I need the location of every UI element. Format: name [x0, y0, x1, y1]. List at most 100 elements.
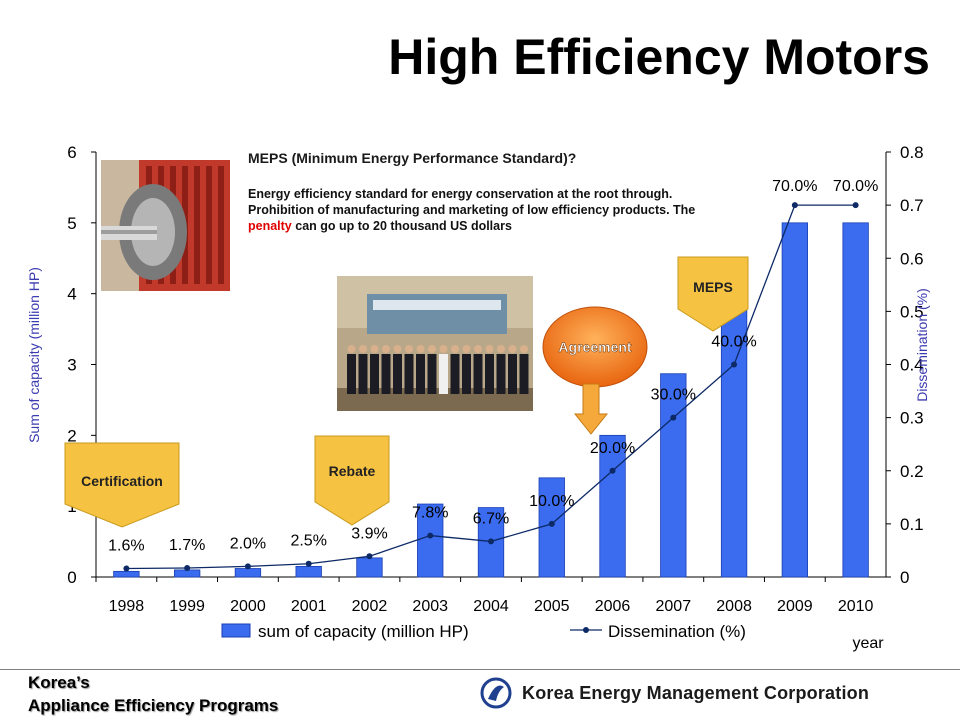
meps-desc-penalty: penalty [248, 219, 292, 233]
capacity-bar [173, 569, 201, 578]
capacity-bar [417, 503, 444, 578]
capacity-bar [720, 306, 748, 578]
person-figure [358, 354, 368, 394]
x-category-label: 2006 [595, 598, 631, 615]
capacity-bar [234, 568, 262, 578]
y2-tick-label: 0.4 [900, 356, 924, 375]
x-category-label: 2002 [352, 598, 388, 615]
person-head [439, 345, 448, 353]
person-figure [347, 354, 356, 394]
organization-logo: Korea Energy Management Corporation [480, 677, 869, 709]
person-head [393, 345, 402, 353]
person-figure [370, 354, 379, 394]
person-figure [496, 354, 506, 394]
person-figure [427, 354, 437, 394]
dissemination-data-label: 6.7% [473, 510, 509, 527]
dissemination-data-label: 1.6% [108, 538, 144, 555]
x-category-label: 1999 [169, 598, 205, 615]
dissemination-point [488, 538, 494, 545]
dissemination-data-label: 7.8% [412, 505, 448, 522]
y-tick-label: 4 [67, 285, 76, 304]
x-category-label: 2007 [656, 598, 692, 615]
dissemination-point [609, 467, 616, 474]
x-category-label: 2003 [412, 598, 448, 615]
y-tick-label: 6 [67, 143, 76, 162]
y-tick-label: 1 [67, 497, 76, 516]
x-axis-title: year [852, 635, 884, 652]
dissemination-data-label: 2.0% [230, 535, 266, 552]
person-head [451, 345, 459, 353]
dissemination-data-label: 1.7% [169, 537, 205, 554]
footer-line-1: Korea’s [28, 673, 90, 692]
person-head [405, 345, 413, 353]
dissemination-point [244, 563, 251, 570]
dissemination-data-label: 3.9% [351, 525, 387, 542]
y2-tick-label: 0.5 [900, 302, 924, 321]
legend-line-marker [583, 627, 589, 633]
x-category-label: 2004 [473, 598, 509, 615]
meps-desc-part2: can go up to 20 thousand US dollars [291, 219, 512, 233]
meps-desc-part1: Energy efficiency standard for energy co… [248, 187, 696, 217]
person-head [347, 345, 356, 353]
footer-program-title: Korea’s Appliance Efficiency Programs [28, 671, 278, 717]
capacity-bar [599, 434, 626, 578]
person-figure [381, 354, 391, 394]
legend-bar-swatch [221, 623, 251, 638]
person-figure [485, 354, 494, 394]
agreement-ceremony-photo [337, 276, 533, 411]
y2-tick-label: 0.2 [900, 462, 924, 481]
x-category-label: 2005 [534, 598, 570, 615]
dissemination-data-label: 10.0% [529, 493, 574, 510]
y2-tick-label: 0.8 [900, 143, 924, 162]
dissemination-data-label: 40.0% [711, 334, 756, 351]
person-figure [393, 354, 402, 394]
person-figure [519, 354, 529, 394]
dissemination-data-label: 2.5% [290, 533, 326, 550]
y2-axis-title: Dissemination (%) [914, 288, 930, 402]
y2-tick-label: 0.3 [900, 409, 924, 428]
dissemination-data-label: 70.0% [772, 178, 817, 195]
y2-tick-label: 0.1 [900, 515, 924, 534]
capacity-bar [295, 565, 322, 578]
y2-tick-label: 0.6 [900, 249, 924, 268]
dissemination-data-label: 70.0% [833, 178, 878, 195]
person-head [497, 345, 505, 353]
person-figure [462, 354, 471, 394]
capacity-bar [356, 557, 383, 578]
x-category-label: 1998 [109, 598, 145, 615]
dissemination-point [305, 560, 312, 567]
y-tick-label: 3 [67, 356, 76, 375]
dissemination-point [427, 532, 434, 539]
dissemination-point [791, 202, 798, 209]
person-head [428, 345, 436, 353]
person-figure [404, 354, 414, 394]
person-head [370, 345, 379, 353]
footer-divider [0, 669, 960, 670]
y2-tick-label: 0.7 [900, 196, 924, 215]
x-category-label: 2008 [716, 598, 752, 615]
motor-photo [101, 160, 230, 291]
y-tick-label: 2 [67, 426, 76, 445]
dissemination-data-label: 30.0% [651, 387, 696, 404]
capacity-bar [842, 222, 869, 578]
y2-tick-label: 0 [900, 568, 909, 587]
person-head [474, 345, 482, 353]
x-category-label: 2010 [838, 598, 874, 615]
person-head [508, 345, 517, 353]
person-head [382, 345, 390, 353]
person-head [520, 345, 528, 353]
legend-bar-label: sum of capacity (million HP) [258, 622, 469, 641]
capacity-bar [113, 570, 140, 578]
meps-description: Energy efficiency standard for energy co… [248, 186, 698, 234]
y-tick-label: 0 [67, 568, 76, 587]
page-title: High Efficiency Motors [388, 29, 930, 85]
meps-heading: MEPS (Minimum Energy Performance Standar… [248, 150, 577, 166]
person-figure [473, 354, 483, 394]
y-axis-title: Sum of capacity (million HP) [26, 267, 42, 443]
dissemination-point [184, 564, 191, 571]
person-figure [508, 354, 517, 394]
x-category-label: 2001 [291, 598, 327, 615]
x-category-label: 2009 [777, 598, 813, 615]
person-figure [450, 354, 460, 394]
